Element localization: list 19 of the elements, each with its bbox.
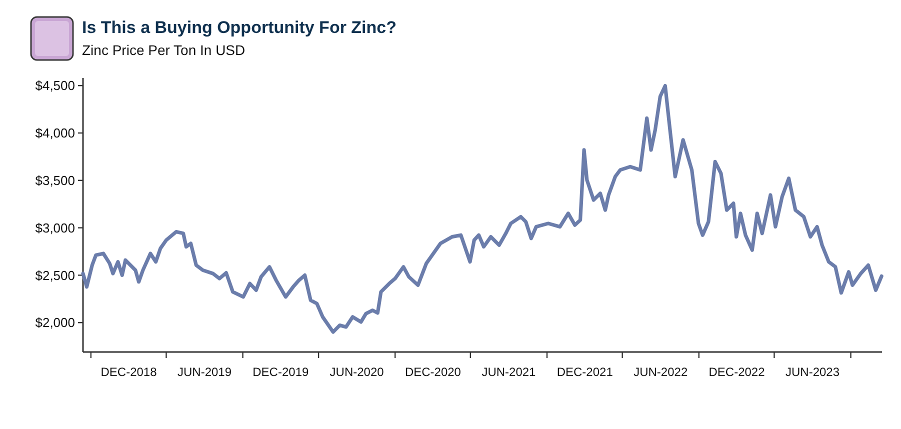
y-tick-label: $2,500	[35, 268, 75, 283]
x-tick-label: DEC-2019	[252, 365, 310, 379]
y-tick-label: $4,500	[35, 78, 75, 94]
x-tick-label: DEC-2022	[708, 365, 766, 379]
x-tick-label: DEC-2020	[404, 365, 462, 379]
y-tick-label: $3,000	[35, 220, 75, 236]
x-tick-label: JUN-2023	[785, 365, 840, 379]
x-tick-label: DEC-2021	[556, 365, 614, 379]
x-tick-label: DEC-2018	[100, 365, 158, 379]
x-tick-label: JUN-2022	[634, 365, 688, 379]
x-tick-label: JUN-2020	[330, 365, 384, 379]
y-tick-label: $3,500	[35, 172, 75, 188]
chart-title: Is This a Buying Opportunity For Zinc?	[82, 18, 396, 37]
x-tick-label: JUN-2019	[178, 365, 232, 379]
line-series	[81, 84, 884, 334]
y-tick-label: $2,000	[35, 315, 75, 330]
y-tick-label: $4,000	[35, 126, 75, 141]
x-tick-label: JUN-2021	[482, 365, 536, 379]
chart-subtitle: Zinc Price Per Ton In USD	[82, 42, 246, 58]
